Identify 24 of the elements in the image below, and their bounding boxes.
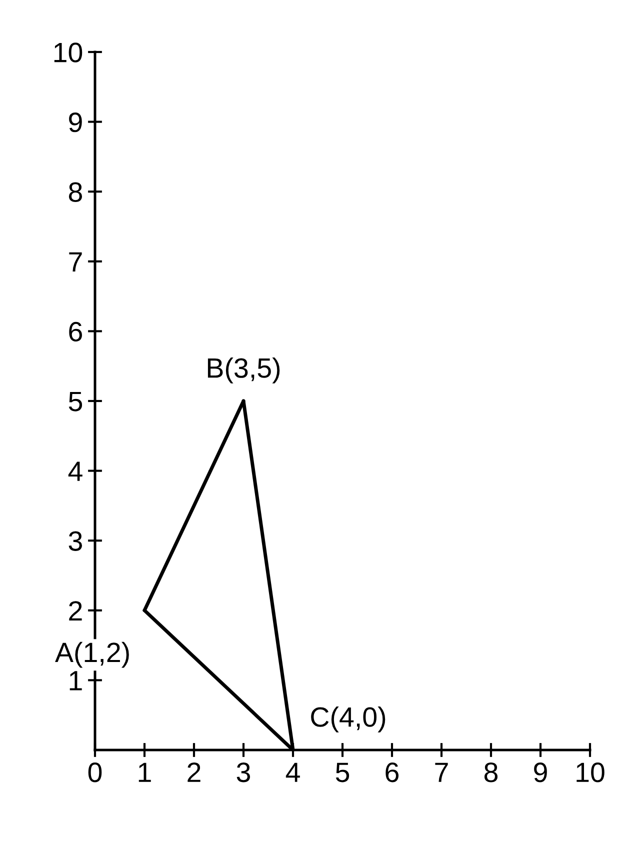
x-tick-label: 3 [236, 762, 250, 782]
y-tick-label: 4 [68, 462, 82, 481]
x-tick-label: 7 [435, 762, 448, 782]
x-tick-label: 1 [138, 762, 151, 782]
x-tick-label: 5 [336, 762, 350, 782]
x-tick-label: 10 [576, 762, 604, 782]
y-tick-label: 6 [69, 322, 82, 342]
y-tick-label: 10 [54, 42, 82, 62]
x-tick-label: 6 [386, 762, 399, 782]
x-tick-label: 4 [286, 762, 300, 782]
y-tick-label: 8 [68, 182, 82, 202]
x-tick-label: 2 [188, 762, 200, 782]
y-tick-label: 9 [69, 112, 82, 132]
annotation: C(4,0) [311, 706, 386, 732]
y-tick-label: 1 [70, 671, 82, 690]
annotation: B(3,5) [208, 357, 280, 384]
x-tick-label: 0 [88, 762, 102, 782]
x-tick-label: 9 [534, 762, 547, 782]
annotation: A(1,2) [55, 642, 129, 668]
x-tick-label: 8 [484, 762, 498, 782]
y-tick-label: 5 [68, 392, 82, 412]
y-tick-label: 2 [69, 601, 82, 620]
y-tick-label: 3 [68, 531, 82, 551]
y-tick-label: 7 [69, 252, 82, 272]
